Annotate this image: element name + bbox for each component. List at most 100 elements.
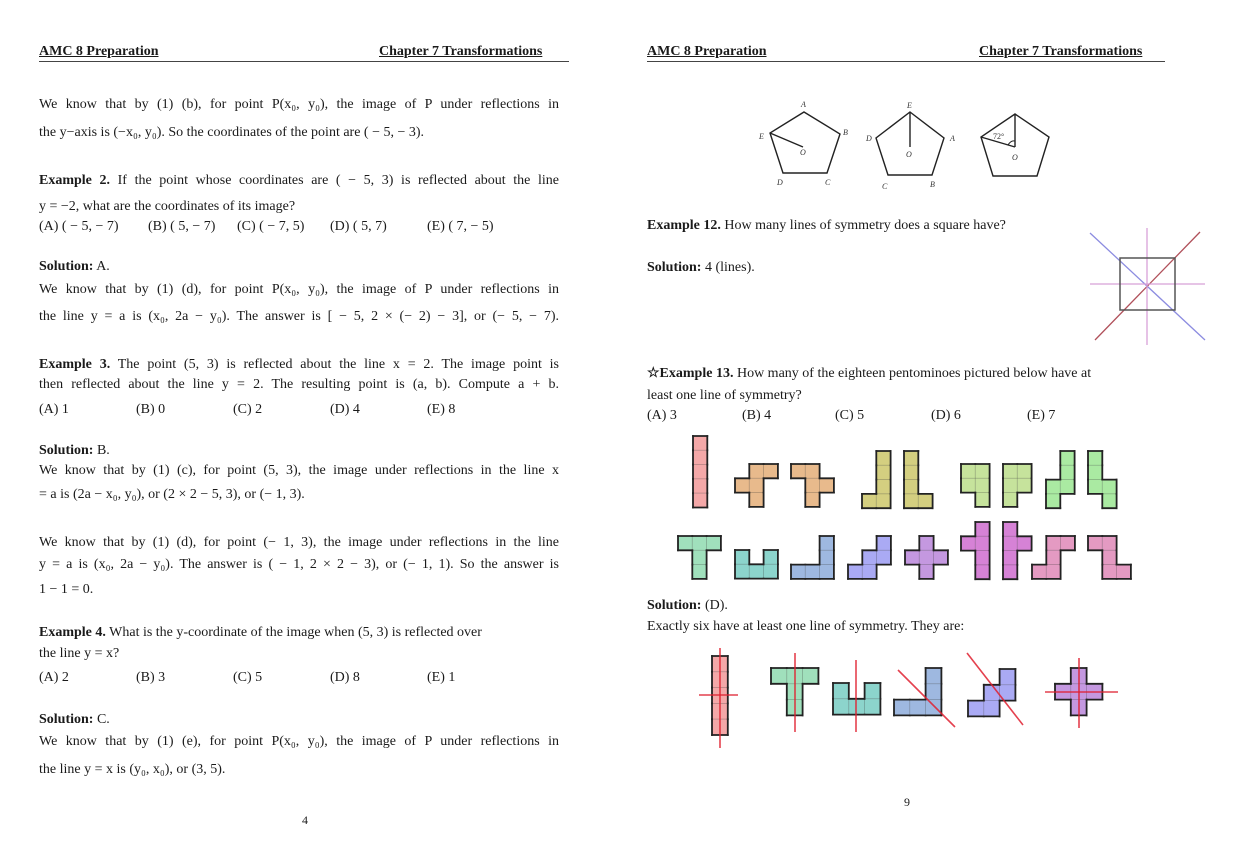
pentomino-cell (974, 550, 990, 566)
label: O (906, 150, 912, 159)
symmetry-line (966, 652, 1024, 726)
pentomino-cell (1101, 549, 1118, 565)
pentomino-cell (876, 549, 892, 565)
pentomino-cell (893, 699, 911, 716)
choice: (C) 5 (835, 408, 865, 423)
pentomino-cell (832, 698, 850, 715)
pentomino-cell (691, 549, 707, 565)
text-line: the y−axis is (−x₀, y₀). So the coordina… (39, 125, 425, 140)
pentomino-cell (763, 549, 779, 565)
pentomino-cell (1045, 535, 1062, 551)
pentomino-cell (1087, 479, 1103, 495)
pentomino-cell (734, 549, 750, 565)
pentomino-cell (925, 667, 942, 685)
pentomino-cell (790, 564, 806, 580)
pentomino-cell (960, 477, 976, 493)
pentomino-cell (692, 478, 708, 494)
text-line: y = a is (x₀, 2a − y₀). The answer is ( … (39, 557, 559, 572)
pentomino-cell (819, 535, 835, 551)
text-line: the line y = x? (39, 646, 120, 661)
pentomino-cell (974, 492, 990, 508)
pentomino-cell (918, 535, 934, 551)
choice: (C) 5 (233, 670, 263, 685)
solution-label: Solution: C. (39, 712, 110, 727)
pentomino-cell (802, 667, 819, 685)
label: A (949, 134, 955, 143)
pentomino-cell (918, 564, 934, 580)
header-book-title: AMC 8 Preparation (39, 44, 159, 59)
label: E (906, 101, 912, 110)
choice: (C) 2 (233, 402, 263, 417)
choice: (D) 8 (330, 670, 360, 685)
pentomino-v (790, 535, 835, 580)
header-chapter-title: Chapter 7 Transformations (379, 44, 543, 59)
pentomino-cell (832, 682, 850, 700)
pentomino-w (847, 535, 892, 580)
choice: (A) 2 (39, 670, 69, 685)
pentomino-cell (903, 450, 919, 466)
pentomino-cell (1087, 450, 1103, 466)
pentomino-cell (918, 549, 934, 565)
pentomino-cell (819, 549, 835, 565)
pentomino-cell (999, 668, 1016, 686)
label: C (825, 178, 831, 187)
pentagon-figure-3 (980, 113, 1050, 177)
pentomino-cell (1087, 464, 1103, 480)
pentomino-cell (763, 563, 779, 579)
pentomino-cell (804, 477, 820, 493)
text-line: We know that by (1) (c), for point (5, 3… (39, 463, 559, 478)
pentomino-l-mirror (861, 450, 892, 510)
pentomino-cell (706, 535, 722, 551)
text-line: We know that by (1) (e), for point P(x₀,… (39, 734, 559, 749)
choice: (D) 4 (330, 402, 360, 417)
pentomino-cell (1060, 535, 1076, 551)
pentomino-cell (804, 564, 820, 580)
pentomino-cell (861, 493, 877, 509)
pentomino-cell (1031, 564, 1047, 580)
pentomino-cell (1059, 464, 1076, 480)
text-line: 1 − 1 = 0. (39, 582, 94, 597)
label: D (865, 134, 872, 143)
pentomino-cell (692, 492, 708, 508)
pentomino-t (677, 535, 722, 580)
left-page: AMC 8 Preparation Chapter 7 Transformati… (0, 0, 617, 843)
choice: (E) 7 (1027, 408, 1056, 423)
pentomino-cell (1059, 450, 1076, 466)
choice: (A) 1 (39, 402, 69, 417)
pentomino-cell (1016, 463, 1032, 479)
pentomino-cell (748, 492, 764, 508)
solution-label: Solution: A. (39, 259, 110, 274)
pentomino-u (734, 549, 779, 580)
choice: (A) ( − 5, − 7) (39, 219, 119, 234)
pentomino-cell (903, 493, 919, 509)
pentomino-cell (875, 479, 891, 495)
pentomino-cell (974, 535, 990, 551)
pentomino-cell (960, 463, 976, 479)
pentomino-cell (1116, 564, 1132, 580)
choice: (E) ( 7, − 5) (427, 219, 494, 234)
pentomino-cell (819, 564, 835, 580)
pentomino-n (1045, 450, 1076, 510)
pentomino-cell (960, 535, 976, 551)
pentomino-cell (1002, 477, 1018, 493)
text-line: y = −2, what are the coordinates of its … (39, 199, 296, 214)
pentomino-cell (983, 700, 1000, 717)
pentomino-x (904, 535, 949, 580)
choice: (B) ( 5, − 7) (148, 219, 216, 234)
pentomino-cell (861, 564, 877, 580)
pentomino-cell (748, 477, 764, 493)
pentomino-cell (1002, 564, 1018, 580)
pentomino-cell (933, 549, 949, 565)
pentomino-cell (864, 682, 881, 700)
choice: (C) ( − 7, 5) (237, 219, 305, 234)
pentomino-cell (925, 699, 942, 716)
text-line: We know that by (1) (b), for point P(x₀,… (39, 97, 559, 112)
pentomino-cell (875, 450, 891, 466)
pentomino-cell (734, 563, 750, 579)
pentomino-cell (1101, 564, 1118, 580)
pentomino-cell (861, 549, 877, 565)
pentomino-cell (692, 449, 708, 465)
pentomino-cell (1101, 535, 1118, 551)
header-chapter-title: Chapter 7 Transformations (979, 44, 1143, 59)
choice: (D) ( 5, 7) (330, 219, 387, 234)
